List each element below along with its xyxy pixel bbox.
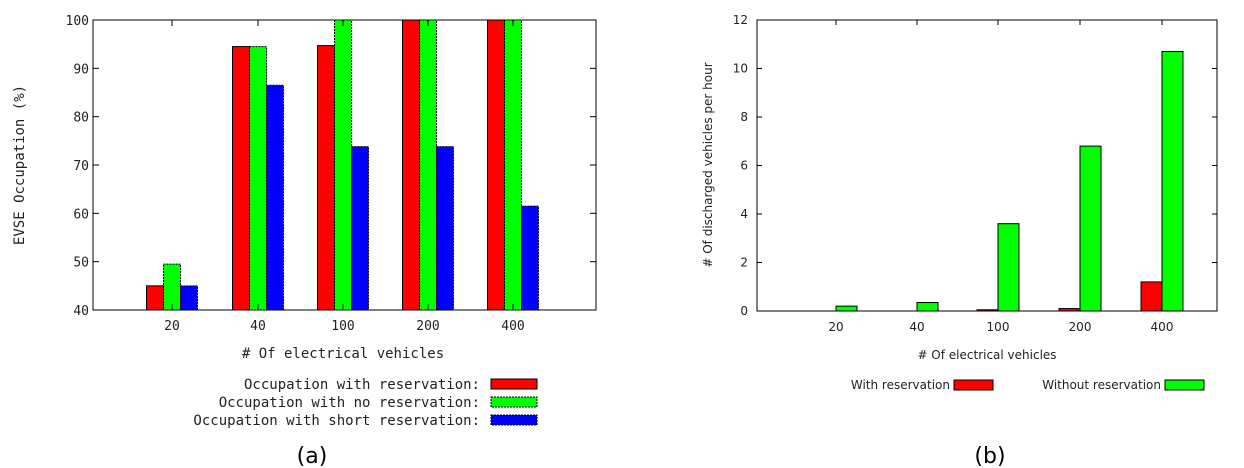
chart-b-legend-swatch — [953, 379, 994, 391]
chart-a-legend-label: Occupation with short reservation: — [193, 413, 480, 429]
chart-a-bar-short-reservation — [180, 285, 198, 311]
chart-b-ytick-label: 4 — [740, 207, 748, 221]
chart-a-bar-short-reservation — [351, 146, 369, 311]
chart-b-xtick-label: 40 — [909, 320, 924, 334]
chart-b-legend-swatch — [1164, 379, 1205, 391]
chart-a-ytick-label: 60 — [73, 207, 89, 222]
chart-b-bar-without-reservation — [1079, 145, 1102, 312]
chart-a-ylabel: EVSE Occupation (%) — [12, 85, 28, 245]
chart-a-legend-swatch — [490, 414, 538, 426]
chart-a-bar-short-reservation — [521, 205, 539, 311]
chart-a-legend-swatch — [490, 378, 538, 390]
chart-a-bar-no-reservation — [249, 46, 267, 311]
chart-b-bar-without-reservation — [835, 305, 858, 312]
chart-a-legend-swatch — [490, 396, 538, 408]
chart-a-ytick-label: 90 — [73, 62, 89, 77]
chart-a-ytick-label: 40 — [73, 304, 89, 319]
chart-b: 0 2 4 6 8 10 12 20 40 100 200 400 # Of discharged … — [701, 13, 1218, 468]
chart-b-frame — [756, 19, 1218, 312]
chart-b-ytick-label: 6 — [740, 159, 748, 173]
chart-a-bar-reservation — [402, 19, 420, 311]
chart-b-ytick-label: 12 — [733, 13, 748, 27]
chart-a-legend-label: Occupation with reservation: — [244, 377, 480, 393]
chart-b-legend-label: With reservation — [851, 378, 950, 392]
chart-a-bar-no-reservation — [419, 19, 437, 311]
chart-b-xtick-label: 20 — [828, 320, 843, 334]
chart-a-bar-reservation — [232, 46, 250, 311]
chart-b-bar-without-reservation — [1161, 51, 1184, 312]
chart-a-bar-reservation — [146, 285, 164, 311]
chart-a-bar-reservation — [317, 45, 335, 311]
chart-a-caption: (a) — [297, 444, 328, 468]
chart-a-legend-label: Occupation with no reservation: — [219, 395, 480, 411]
chart-a-bar-no-reservation — [163, 263, 181, 311]
chart-b-ylabel: # Of discharged vehicles per hour — [701, 62, 715, 267]
chart-b-xtick-label: 400 — [1151, 320, 1174, 334]
chart-a-ytick-label: 80 — [73, 111, 89, 126]
chart-a-xtick-label: 400 — [501, 319, 524, 334]
chart-a-xlabel: # Of electrical vehicles — [242, 346, 444, 362]
chart-a-xtick-label: 40 — [250, 319, 266, 334]
chart-b-caption: (b) — [974, 444, 1005, 468]
chart-a-ytick-label: 100 — [66, 14, 89, 29]
chart-b-xlabel: # Of electrical vehicles — [917, 348, 1056, 362]
chart-b-bar-with-reservation — [976, 309, 999, 312]
chart-a-ytick-label: 50 — [73, 256, 89, 271]
chart-b-ytick-label: 8 — [740, 110, 748, 124]
chart-b-bar-with-reservation — [1140, 281, 1163, 312]
chart-b-ytick-label: 10 — [733, 62, 748, 76]
chart-a: 40 50 60 70 80 90 100 20 40 100 200 400 EVSE Occup… — [12, 14, 597, 468]
chart-b-bar-without-reservation — [997, 223, 1020, 312]
chart-b-bar-with-reservation — [1058, 308, 1081, 312]
chart-a-bar-no-reservation — [504, 19, 522, 311]
chart-a-bar-short-reservation — [266, 84, 284, 311]
chart-a-xtick-label: 100 — [331, 319, 354, 334]
chart-b-ytick-label: 2 — [740, 256, 748, 270]
chart-a-bar-reservation — [487, 19, 505, 311]
chart-b-xtick-label: 100 — [987, 320, 1010, 334]
chart-a-xtick-label: 20 — [164, 319, 180, 334]
chart-a-ytick-label: 70 — [73, 159, 89, 174]
chart-a-xtick-label: 200 — [416, 319, 439, 334]
chart-b-xtick-label: 200 — [1069, 320, 1092, 334]
chart-b-bar-without-reservation — [916, 302, 939, 312]
chart-a-bar-short-reservation — [436, 146, 454, 311]
chart-b-legend-label: Without reservation — [1042, 378, 1161, 392]
chart-b-ytick-label: 0 — [740, 304, 748, 318]
chart-a-bar-no-reservation — [334, 19, 352, 311]
